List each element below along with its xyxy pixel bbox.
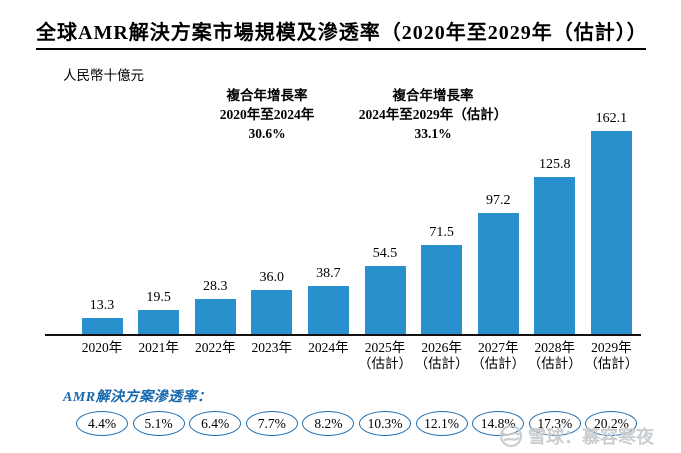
penetration-bubble: 4.4% — [76, 411, 128, 436]
x-axis-label-year: 2029年 — [591, 340, 632, 355]
x-axis-label-estimate: （估計） — [584, 356, 639, 371]
x-axis-label: 2024年 — [288, 340, 368, 356]
penetration-label: AMR解決方案滲透率： — [63, 390, 212, 405]
x-axis-label-estimate: （估計） — [471, 356, 526, 371]
bar-value-label: 71.5 — [429, 225, 454, 240]
x-axis-label-year: 2023年 — [251, 340, 293, 355]
bar-value-label: 97.2 — [485, 193, 511, 208]
bar-value-label: 54.5 — [372, 246, 398, 261]
bar-2021年 — [138, 310, 180, 335]
x-axis-label-year: 2022年 — [194, 340, 236, 355]
x-axis-label: 2026年 （估計） — [402, 340, 482, 372]
chart-title: 全球AMR解決方案市場規模及滲透率（2020年至2029年（估計）） — [36, 22, 648, 44]
x-axis-label: 2029年 （估計） — [571, 340, 651, 372]
bar-value-label: 36.0 — [259, 270, 285, 285]
x-axis-label: 2020年 — [62, 340, 142, 356]
x-axis-label: 2023年 — [232, 340, 312, 356]
penetration-bubble: 5.1% — [132, 411, 185, 436]
cagr-annotation-2024-2029: 複合年增長率 2024年至2029年（估計） 33.1% — [359, 86, 508, 143]
x-axis-label-estimate: （估計） — [527, 356, 582, 371]
penetration-bubble: 17.3% — [528, 411, 581, 436]
watermark: 雪球：慕容寒夜 — [499, 423, 654, 449]
x-axis-label-year: 2028年 — [534, 340, 576, 355]
cagr-value: 33.1% — [414, 126, 452, 141]
x-axis-label-year: 2027年 — [477, 340, 519, 355]
bar-value-label: 38.7 — [316, 266, 341, 281]
bar-2028年 — [534, 177, 576, 335]
bar-value-label: 19.5 — [146, 290, 171, 305]
unit-label: 人民幣十億元 — [63, 68, 144, 83]
penetration-bubble: 12.1% — [415, 411, 468, 436]
bar-2027年 — [477, 213, 519, 335]
bar-value-label: 13.3 — [89, 298, 115, 313]
x-axis-label: 2027年 （估計） — [458, 340, 538, 372]
penetration-bubble: 6.4% — [189, 411, 242, 436]
x-axis-label: 2022年 — [175, 340, 255, 356]
cagr-period: 2020年至2024年 — [219, 107, 315, 122]
bar-value-label: 28.3 — [202, 279, 228, 294]
bar-value-label: 125.8 — [539, 157, 571, 172]
cagr-title: 複合年增長率 — [226, 88, 308, 103]
penetration-bubble: 7.7% — [245, 411, 298, 436]
x-axis-label-year: 2026年 — [421, 340, 462, 355]
bar-2029年 — [590, 131, 632, 335]
bar-value-label: 162.1 — [595, 111, 628, 126]
penetration-bubble: 8.2% — [302, 411, 355, 436]
cagr-title: 複合年增長率 — [392, 88, 474, 103]
bar-2023年 — [251, 290, 293, 335]
watermark-text: 雪球：慕容寒夜 — [528, 427, 654, 447]
bar-2026年 — [421, 245, 463, 335]
bar-2025年 — [364, 266, 406, 335]
x-axis-label: 2021年 — [119, 340, 199, 356]
penetration-bubble: 10.3% — [359, 411, 411, 436]
x-axis-line — [45, 334, 641, 336]
cagr-value: 30.6% — [248, 126, 286, 141]
x-axis-label-year: 2024年 — [308, 340, 349, 355]
penetration-bubble: 20.2% — [585, 411, 638, 436]
xueqiu-logo-icon — [499, 424, 523, 448]
x-axis-label: 2025年 （估計） — [345, 340, 425, 372]
cagr-annotation-2020-2024: 複合年增長率 2020年至2024年 30.6% — [220, 86, 315, 143]
title-underline — [36, 48, 646, 50]
bar-2022年 — [194, 299, 236, 335]
bar-2024年 — [307, 286, 349, 335]
x-axis-label: 2028年 （估計） — [515, 340, 595, 372]
x-axis-label-estimate: （估計） — [358, 356, 412, 371]
cagr-period: 2024年至2029年（估計） — [358, 107, 508, 122]
bar-2020年 — [81, 318, 123, 335]
x-axis-label-year: 2021年 — [138, 340, 179, 355]
x-axis-label-year: 2020年 — [81, 340, 123, 355]
x-axis-label-year: 2025年 — [364, 340, 406, 355]
x-axis-label-estimate: （估計） — [414, 356, 469, 371]
